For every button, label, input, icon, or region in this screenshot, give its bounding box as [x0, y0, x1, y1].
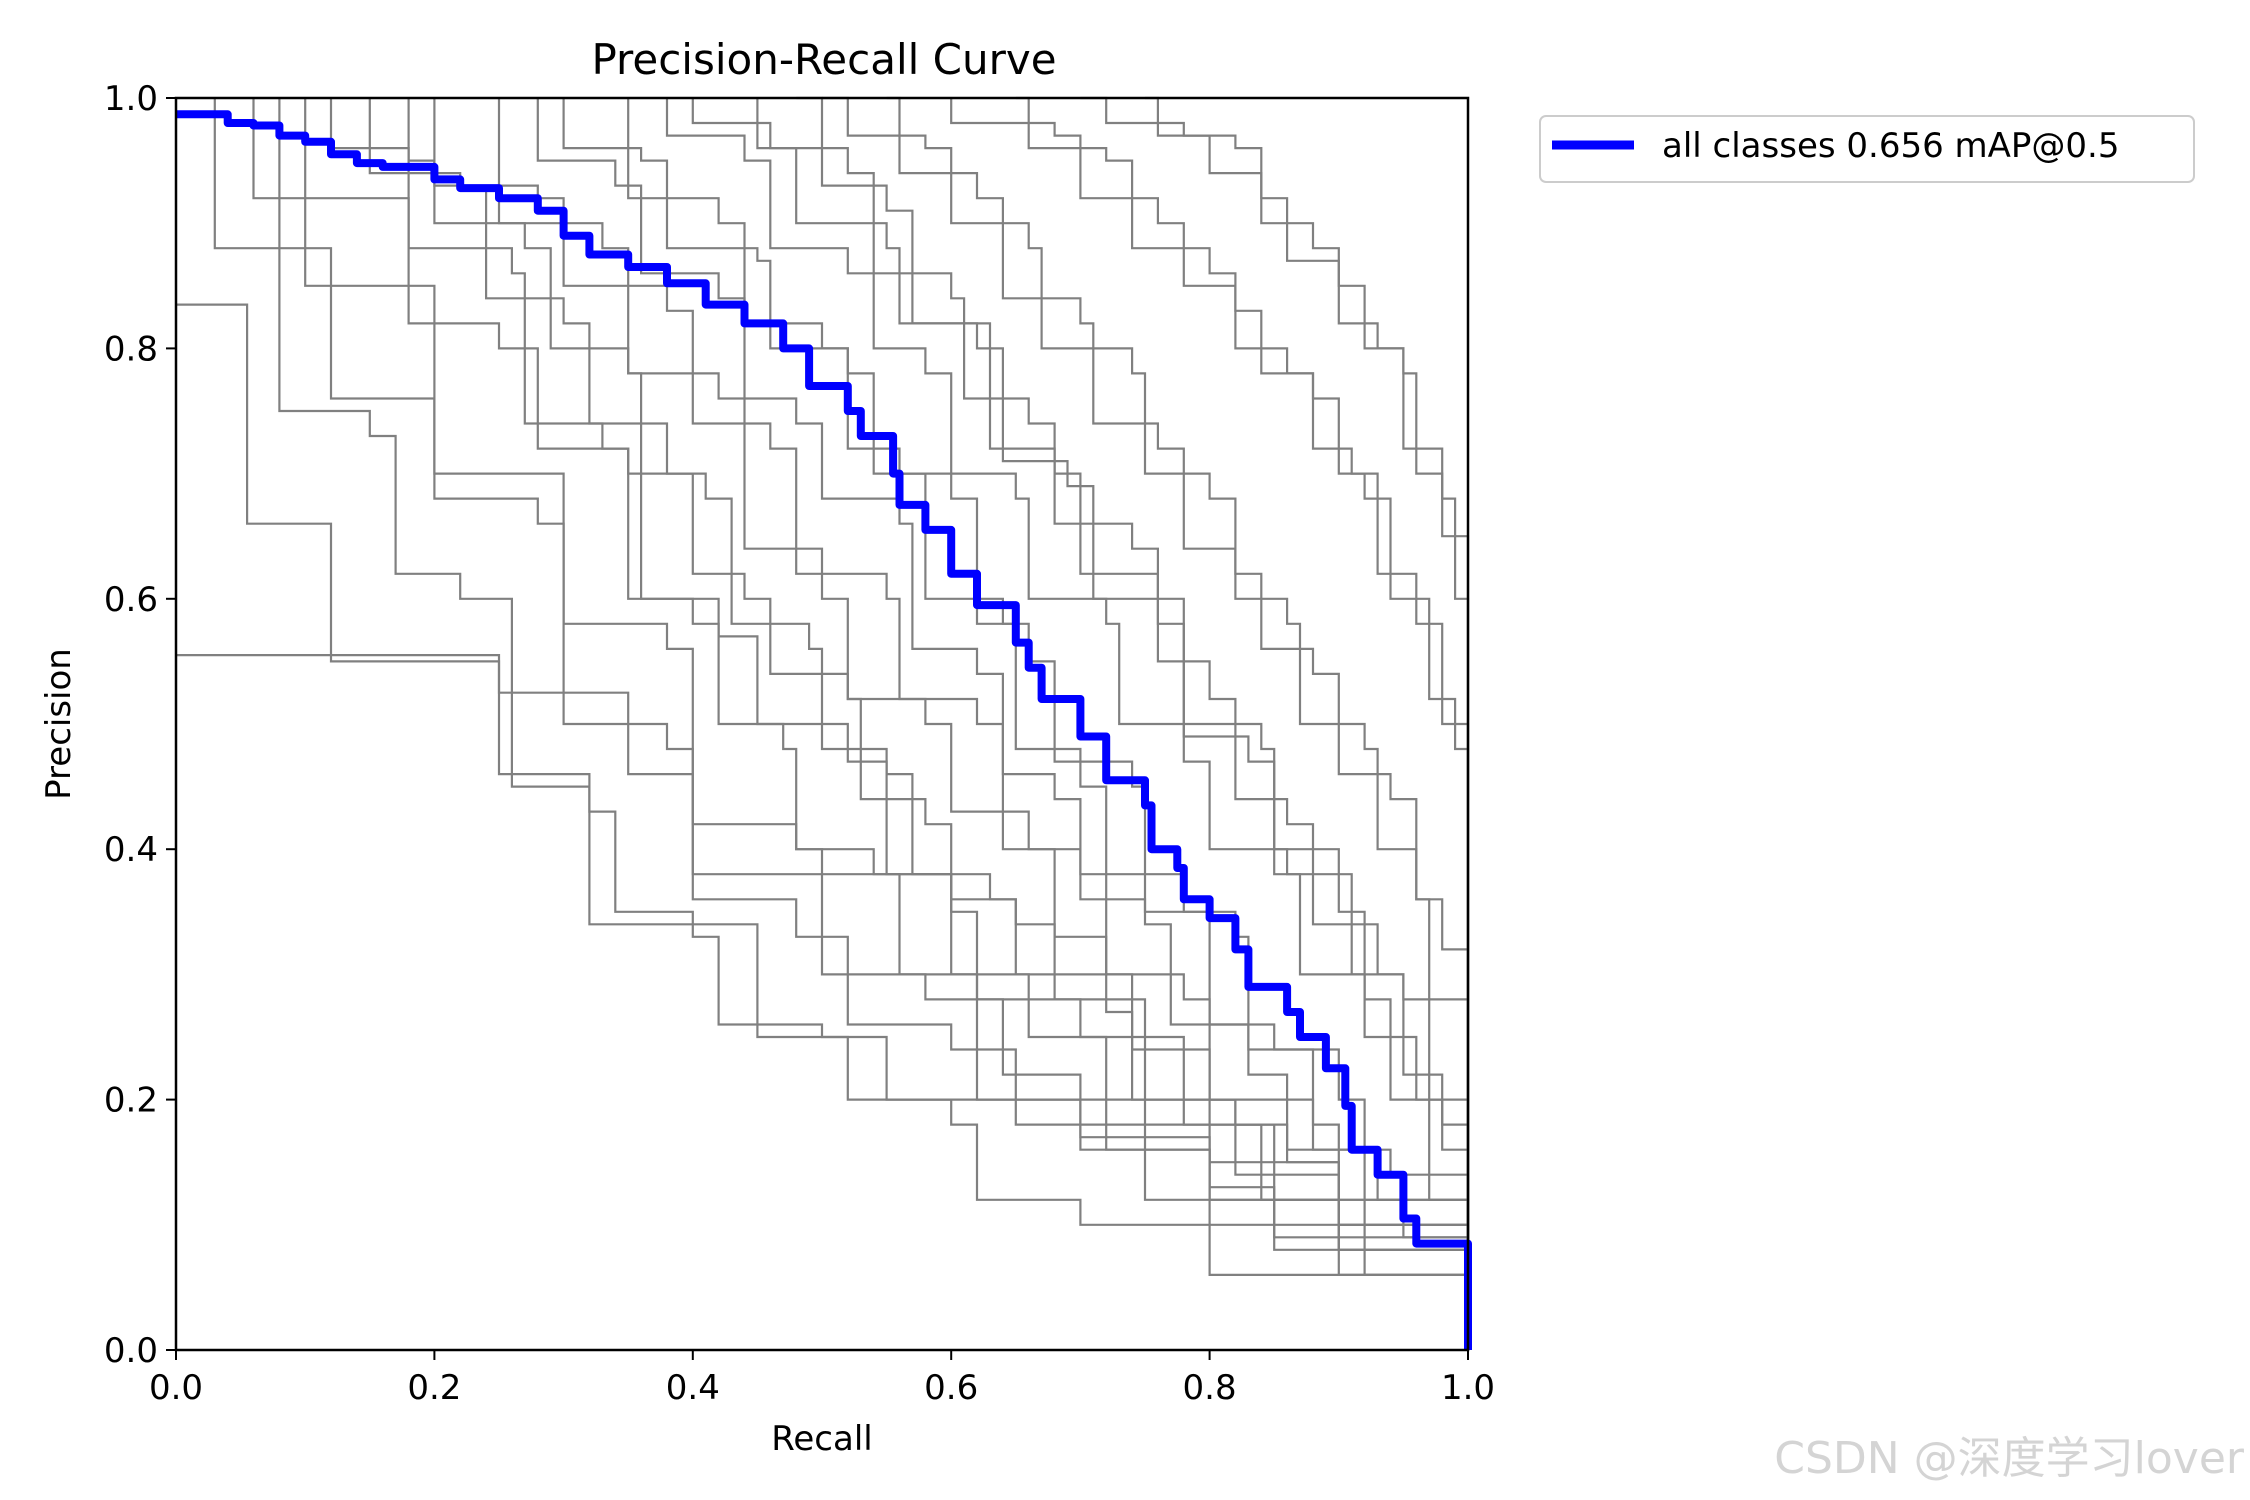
- class-curve-14: [368, 98, 1470, 1350]
- x-tick-label: 0.0: [149, 1368, 203, 1408]
- class-curve-18: [1015, 96, 1470, 1350]
- all-classes-series: [176, 110, 1472, 1350]
- per-class-lines: [176, 96, 1470, 1350]
- class-curve-20: [407, 98, 1470, 1350]
- y-axis: 0.0 0.2 0.4 0.6 0.8 1.0: [104, 79, 176, 1371]
- class-curve-4: [213, 98, 1470, 1350]
- all-classes-curve: [176, 110, 1472, 1350]
- class-curve-17: [886, 96, 1470, 1350]
- y-tick-label: 0.8: [104, 329, 158, 369]
- x-tick-label: 0.6: [924, 1368, 978, 1408]
- y-tick-label: 0.4: [104, 830, 158, 870]
- legend-label: all classes 0.656 mAP@0.5: [1662, 126, 2119, 166]
- legend[interactable]: all classes 0.656 mAP@0.5: [1539, 115, 2195, 183]
- x-tick-label: 0.4: [666, 1368, 720, 1408]
- class-curve-22: [1145, 96, 1470, 1350]
- x-axis-label: Recall: [771, 1419, 872, 1459]
- watermark: CSDN @深度学习lover: [1774, 1433, 2244, 1484]
- y-tick-label: 0.2: [104, 1081, 158, 1121]
- class-curve-23: [665, 98, 1470, 1350]
- plot-frame: [174, 96, 1470, 1352]
- chart-title: Precision-Recall Curve: [591, 35, 1056, 84]
- legend-box: [1539, 115, 2195, 183]
- class-curve-12: [278, 98, 1470, 1350]
- class-curve-8: [691, 98, 1470, 1350]
- x-tick-label: 0.8: [1183, 1368, 1237, 1408]
- x-tick-label: 0.2: [407, 1368, 461, 1408]
- x-tick-label: 1.0: [1441, 1368, 1495, 1408]
- class-curve-19: [536, 98, 1470, 1350]
- y-tick-label: 0.6: [104, 580, 158, 620]
- x-axis: 0.0 0.2 0.4 0.6 0.8 1.0: [149, 1350, 1495, 1408]
- y-tick-label: 1.0: [104, 79, 158, 119]
- y-axis-label: Precision: [39, 648, 79, 800]
- class-curve-24: [796, 96, 1470, 1350]
- class-curve-21: [329, 98, 1470, 1350]
- y-tick-label: 0.0: [104, 1331, 158, 1371]
